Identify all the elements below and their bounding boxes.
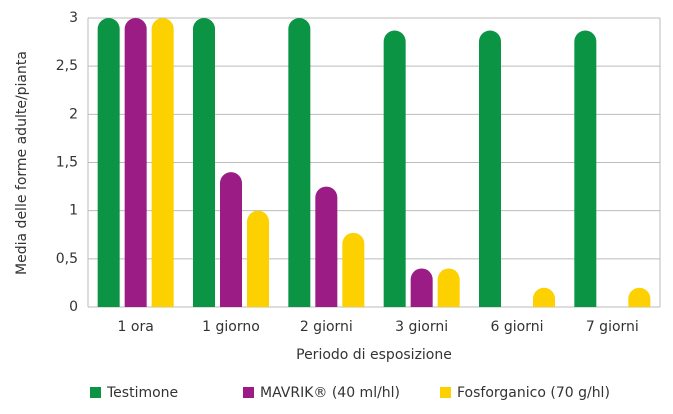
bar xyxy=(383,30,406,307)
bar xyxy=(342,232,365,307)
x-axis-label: Periodo di esposizione xyxy=(296,347,452,363)
legend-swatch xyxy=(440,387,451,398)
legend-swatch xyxy=(90,387,101,398)
legend-swatch xyxy=(243,387,254,398)
bar xyxy=(288,18,311,308)
y-tick-label: 1 xyxy=(69,203,78,219)
bar xyxy=(479,30,501,307)
legend-label: Fosforganico (70 g/hl) xyxy=(457,385,610,401)
x-tick-label: 7 giorni xyxy=(586,319,639,335)
bar xyxy=(220,172,242,307)
x-tick-label: 3 giorni xyxy=(395,319,448,335)
bar xyxy=(533,287,555,307)
x-tick-label: 2 giorni xyxy=(300,319,353,335)
x-tick-label: 6 giorni xyxy=(491,319,544,335)
x-tick-label: 1 giorno xyxy=(202,319,260,335)
x-tick-label: 1 ora xyxy=(118,319,154,335)
bar xyxy=(124,17,147,307)
y-tick-label: 2,5 xyxy=(56,58,78,74)
bar xyxy=(247,210,269,307)
bar xyxy=(151,18,174,308)
y-tick-label: 0,5 xyxy=(56,251,78,267)
y-tick-label: 2 xyxy=(69,106,78,122)
bar xyxy=(193,18,215,307)
bar xyxy=(437,268,460,307)
y-axis-label: Media delle forme adulte/pianta xyxy=(14,51,30,275)
y-tick-label: 1,5 xyxy=(56,155,78,171)
bar xyxy=(574,30,597,307)
legend-label: MAVRIK® (40 ml/hl) xyxy=(260,385,400,401)
bar xyxy=(628,287,651,307)
bar xyxy=(97,18,120,308)
y-tick-label: 3 xyxy=(69,10,78,26)
legend-label: Testimone xyxy=(106,385,178,401)
bar xyxy=(410,268,433,307)
bar xyxy=(315,186,338,307)
y-tick-label: 0 xyxy=(69,299,78,315)
